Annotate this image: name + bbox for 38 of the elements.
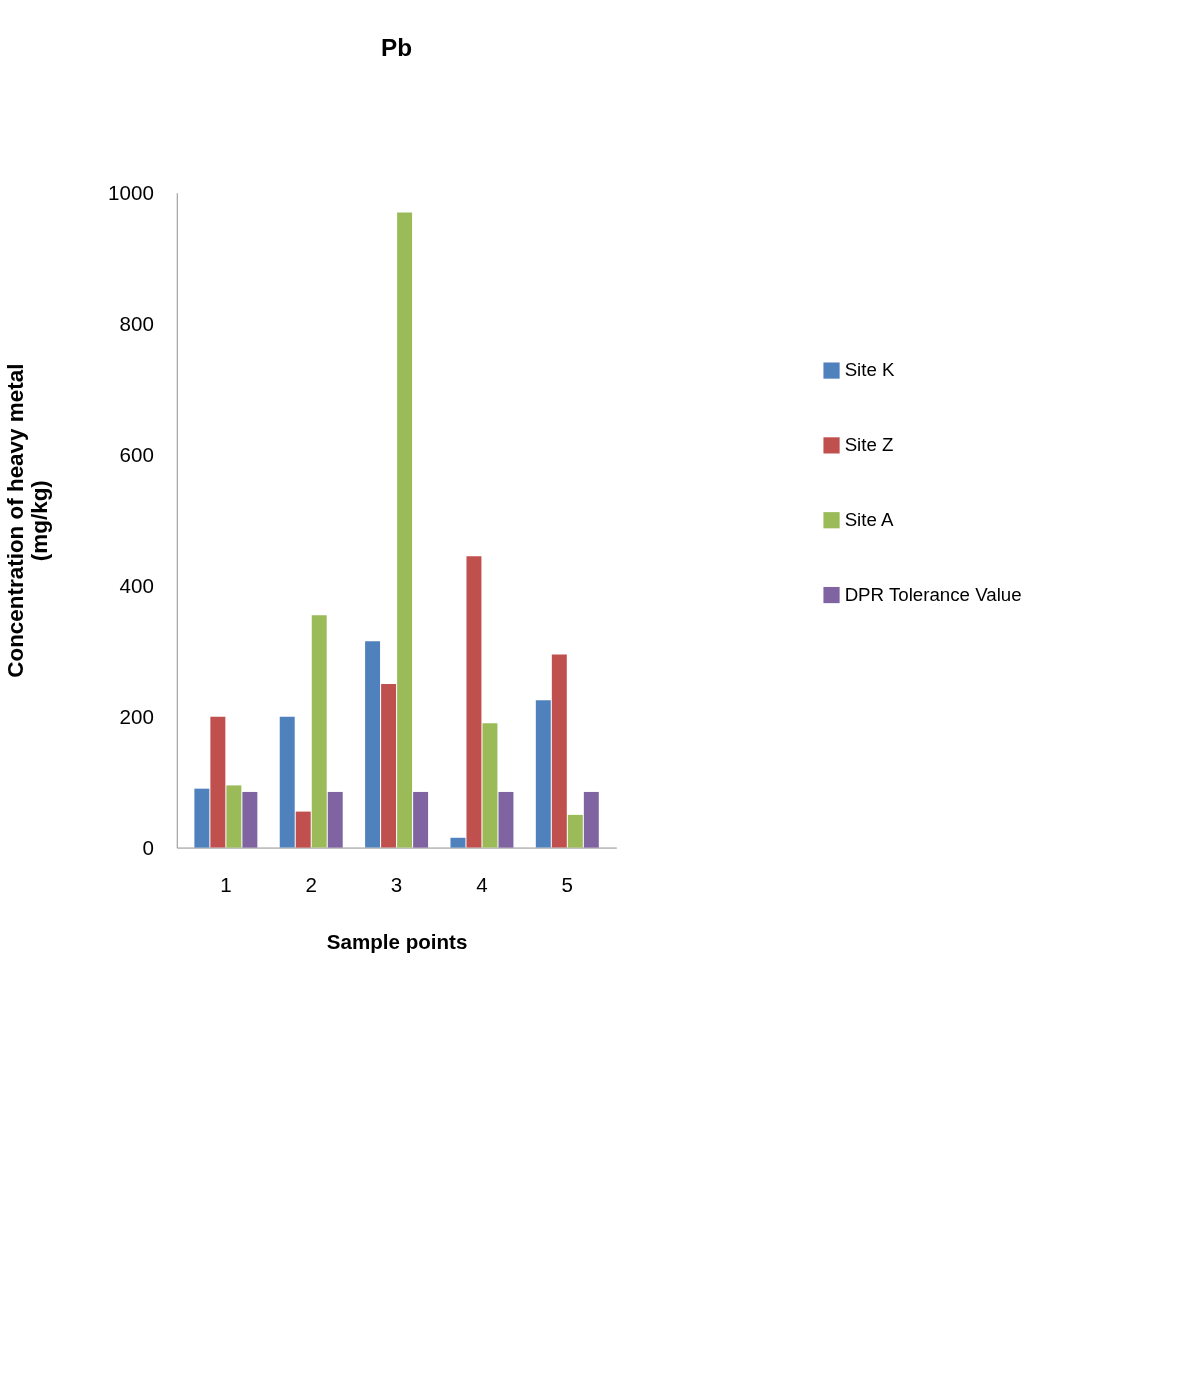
y-tick-label: 0: [142, 835, 154, 859]
legend-label: DPR Tolerance Value: [844, 583, 1022, 605]
x-tick-label: 5: [561, 873, 574, 897]
bar: [498, 791, 514, 848]
bar: [583, 791, 599, 848]
x-tick-label: 1: [220, 873, 232, 897]
bar: [210, 716, 226, 848]
bar: [226, 785, 242, 848]
bar: [482, 723, 498, 848]
x-tick-label: 4: [476, 873, 488, 897]
legend-label: Site A: [844, 508, 894, 530]
bar: [242, 791, 258, 848]
y-tick-label: 400: [119, 573, 154, 597]
x-axis-title: Sample points: [326, 930, 468, 954]
bar: [311, 615, 327, 848]
bar: [295, 811, 311, 848]
bar: [365, 641, 381, 848]
legend-label: Site K: [844, 359, 896, 381]
x-tick-label: 3: [390, 873, 403, 897]
bar: [535, 700, 551, 848]
bar: [397, 212, 413, 848]
bar: [381, 683, 397, 848]
bar: [466, 556, 482, 848]
bar: [194, 788, 210, 848]
bar: [327, 791, 343, 848]
y-tick-label: 800: [119, 311, 154, 335]
bar: [450, 837, 466, 848]
bar: [551, 654, 567, 848]
chart-title: Pb: [381, 34, 413, 62]
y-axis-title: Concentration of heavy metal (mg/kg): [2, 363, 53, 678]
legend-label: Site Z: [844, 434, 894, 456]
y-tick-label: 600: [119, 442, 154, 466]
y-tick-label: 200: [119, 704, 154, 728]
x-tick-label: 2: [305, 873, 317, 897]
y-tick-label: 1000: [108, 180, 154, 204]
bar: [279, 716, 295, 848]
bar: [413, 791, 429, 848]
bar: [567, 814, 583, 848]
